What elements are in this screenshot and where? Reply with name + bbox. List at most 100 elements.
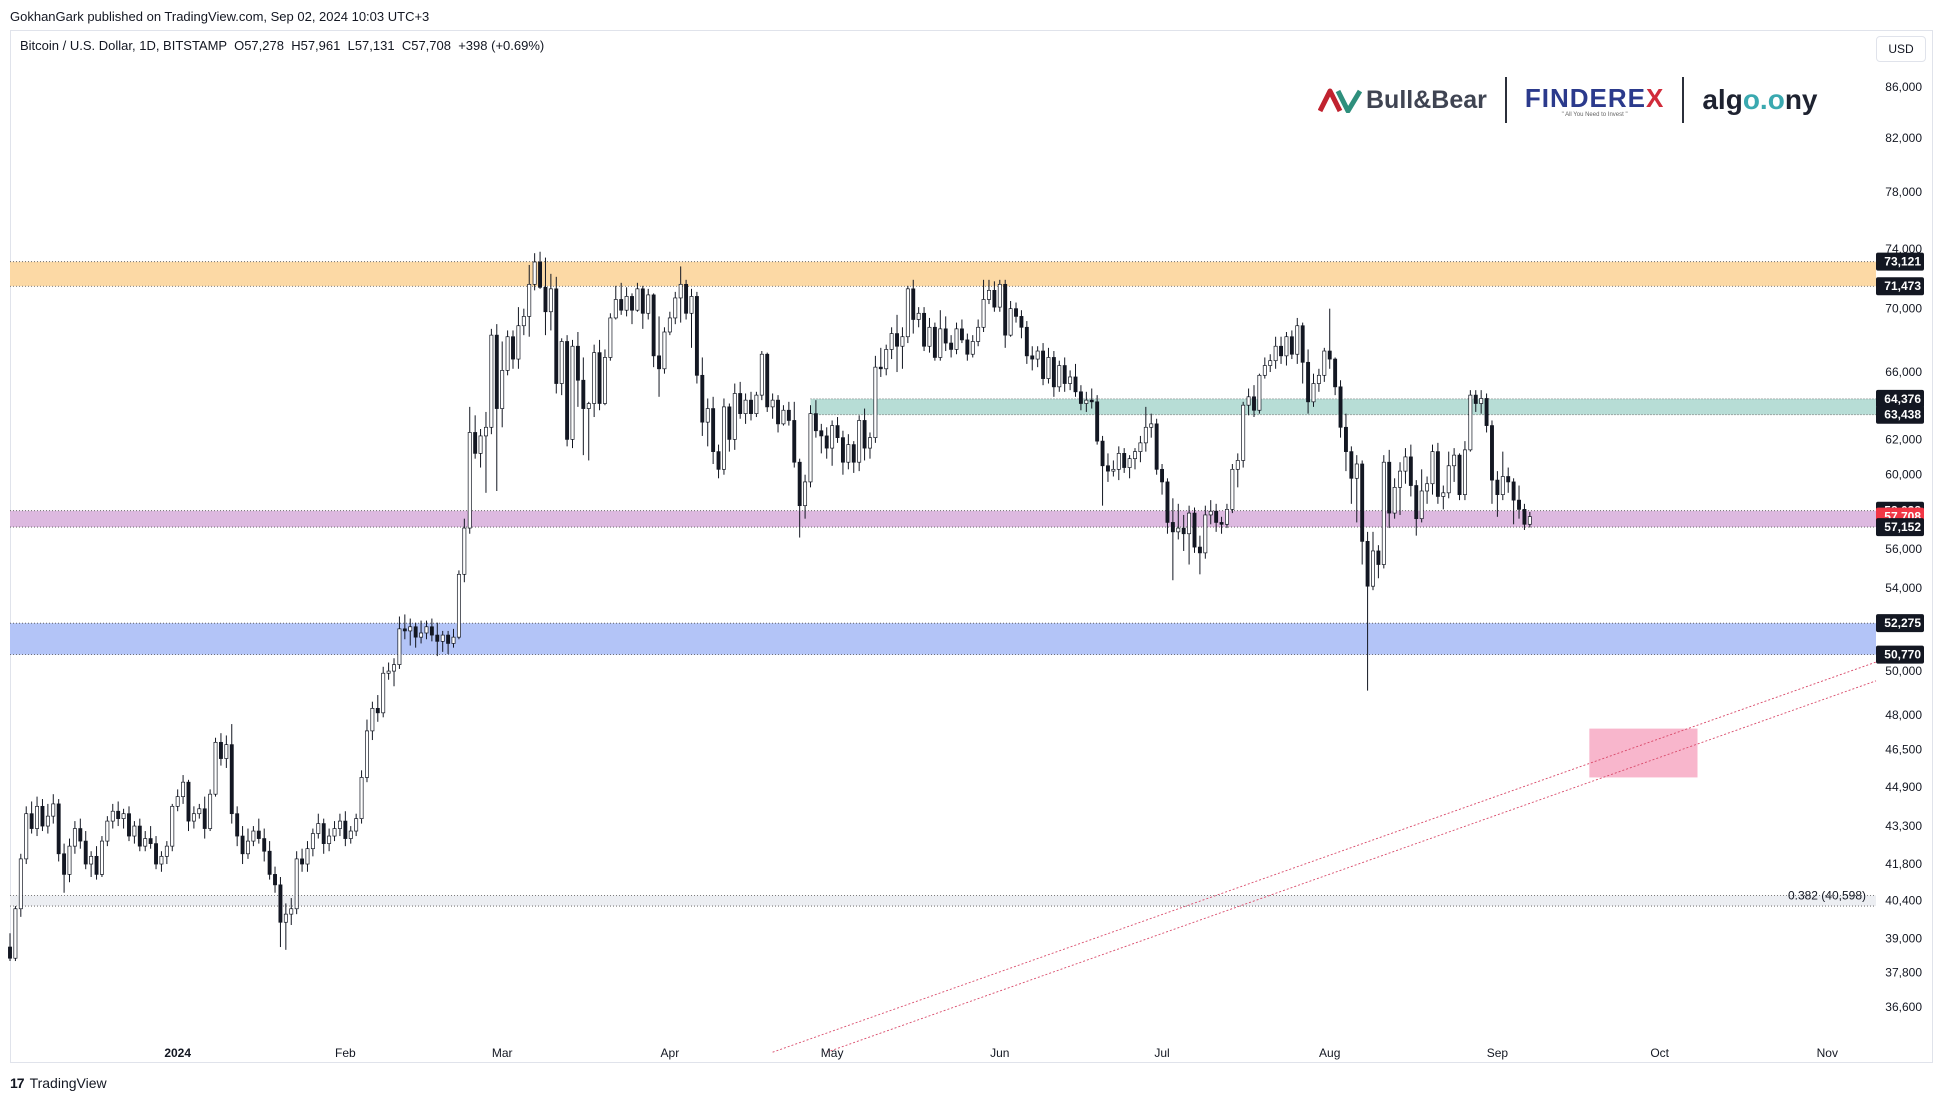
price-tag-label: 73,121 [1884,255,1921,269]
price-tag [1876,277,1924,296]
candle-body-down [56,803,61,855]
candle-body-down [116,810,121,819]
candle-body-up [1398,470,1402,488]
candle-body-up [1403,456,1408,472]
candle-body-up [505,336,510,371]
price-tag-label: 50,770 [1884,648,1921,662]
candle-body-up [1462,449,1467,495]
candle-body-up [803,481,808,507]
candle-body-down [278,884,283,923]
candle-body-down [1435,451,1440,497]
candle-body-up [1241,404,1246,461]
candle-body-down [1338,386,1343,428]
candle-body-down [949,342,954,350]
candle-body-down [1252,396,1256,411]
candle-body-down [94,855,99,875]
candle-body-up [1116,453,1121,470]
y-tick-label: 50,000 [1885,664,1922,678]
candle-body-up [419,632,424,638]
candle-body-up [1354,463,1359,479]
candle-body-up [99,840,104,875]
candle-body-up [608,317,613,358]
candle-body-down [267,850,272,875]
candle-body-down [911,288,916,320]
y-tick-label: 74,000 [1885,242,1922,256]
candle-body-up [354,818,359,832]
candle-body-down [538,261,543,288]
candle-body-down [543,286,548,313]
candle-body-down [819,430,824,437]
candle-body-up [381,672,386,714]
candle-body-up [884,349,889,370]
candle-body-up [424,626,429,634]
candle-body-down [835,425,840,439]
candle-body-down [684,283,689,314]
candle-body-down [229,744,234,815]
candle-body-up [1230,468,1235,510]
candle-body-up [337,820,342,829]
candle-body-up [289,908,294,915]
candle-body-down [1051,357,1056,388]
candle-body-down [554,288,559,384]
candle-body-up [1311,383,1316,403]
x-tick-label: Feb [335,1046,356,1060]
symbol-name[interactable]: Bitcoin / U.S. Dollar, 1D, BITSTAMP [20,38,227,53]
y-tick-label: 70,000 [1885,302,1922,316]
candle-body-down [1095,401,1100,442]
candle-body-up [1500,476,1505,495]
candle-body-up [283,913,288,923]
candle-body-down [992,290,997,308]
candle-body-down [1349,451,1354,479]
candle-body-down [300,858,305,865]
candle-body-up [143,838,148,847]
candle-body-down [1192,512,1197,548]
candle-body-down [1376,550,1381,565]
candle-body-up [484,426,488,437]
y-tick-label: 40,400 [1885,894,1922,908]
brand-divider [1504,77,1507,123]
candle-body-up [500,370,505,409]
candle-body-down [1165,481,1170,523]
candle-body-down [1181,527,1186,535]
y-tick-label: 44,900 [1885,780,1922,794]
price-tag [1876,405,1924,424]
x-tick-label: 2024 [164,1046,191,1060]
candle-body-up [13,908,18,959]
x-tick-label: Mar [492,1046,513,1060]
candle-body-up [18,858,23,910]
y-tick-label: 48,000 [1885,708,1922,722]
y-tick-label: 82,000 [1885,131,1922,145]
candle-body-down [651,294,656,357]
candle-body-down [137,825,142,847]
candle-body-up [667,317,672,333]
trendline-1 [772,661,1877,1053]
candle-body-up [1235,460,1240,470]
candle-body-up [1425,483,1430,492]
x-tick-label: Nov [1817,1046,1838,1060]
y-tick-label: 60,000 [1885,468,1922,482]
currency-button[interactable]: USD [1876,36,1926,62]
candle-body-down [235,813,240,837]
candle-body-down [575,345,580,381]
brand-logos: Bull&Bear FINDEREX " All You Need to Inv… [1318,72,1818,128]
candle-body-down [83,840,88,865]
algoony-part-a: alg [1702,84,1743,115]
candle-body-down [148,838,153,844]
candle-body-up [1176,527,1181,533]
candle-body-up [808,413,813,483]
tradingview-footer[interactable]: 17 TradingView [10,1075,107,1091]
candle-body-up [1084,399,1089,404]
candle-body-down [813,413,818,432]
candle-body-down [824,435,829,449]
candle-body-up [1138,442,1143,452]
candle-body-down [1506,476,1511,483]
candle-body-down [1522,509,1527,525]
algoony-part-b: o.o [1742,84,1785,115]
y-tick-label: 56,000 [1885,542,1922,556]
candle-body-up [981,299,986,328]
chart-frame [10,30,1933,1063]
candle-body-down [700,374,705,423]
candle-body-up [603,357,607,404]
candle-body-up [451,636,456,644]
